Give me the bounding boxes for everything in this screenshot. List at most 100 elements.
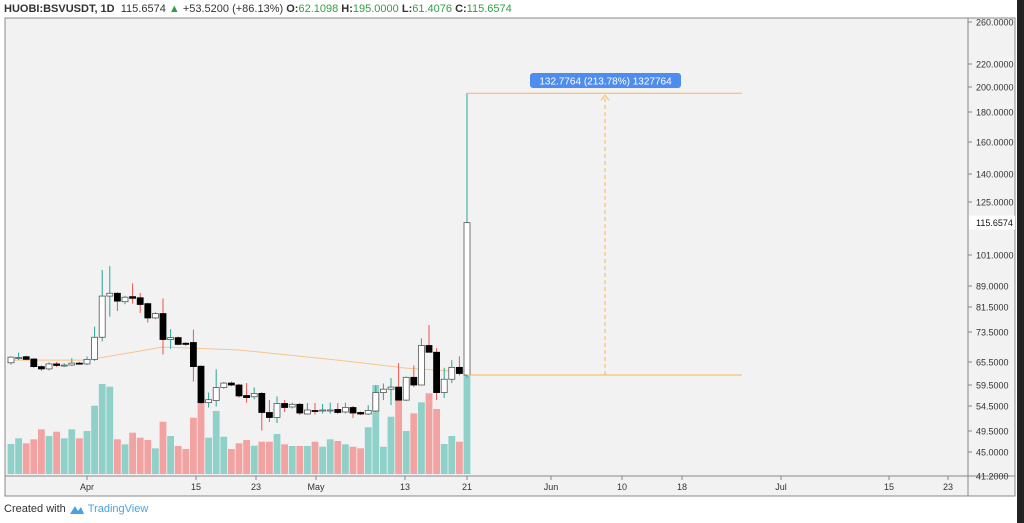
candle-body [379, 388, 387, 393]
y-tick-label: 54.5000 [976, 402, 1009, 412]
x-tick-label: 15 [884, 482, 894, 492]
candle-body [121, 296, 129, 303]
volume-bar [60, 438, 68, 474]
tradingview-logo-icon [69, 506, 84, 514]
candle [311, 403, 319, 415]
volume-bar [357, 448, 364, 474]
volume-bar [326, 439, 334, 474]
volume-bar [334, 441, 342, 474]
volume-bar [174, 446, 182, 474]
candle-body [129, 296, 137, 299]
candle [281, 400, 289, 412]
volume-bar [228, 449, 235, 474]
last-price-box [969, 215, 1015, 230]
volume-bar [205, 437, 212, 474]
candle [425, 325, 433, 353]
x-tick-label: 15 [191, 482, 201, 492]
candle [334, 403, 342, 414]
candle [440, 367, 448, 399]
candle [387, 378, 395, 406]
candle-body [235, 384, 243, 397]
candle-body [448, 366, 456, 380]
x-tick-label: 10 [617, 482, 627, 492]
candle [265, 400, 273, 422]
close-label: C: [455, 3, 467, 15]
candle-body [326, 409, 334, 412]
tradingview-link[interactable]: TradingView [87, 503, 149, 515]
candle [129, 283, 137, 304]
created-with-text: Created with [4, 503, 66, 515]
candle-body [189, 342, 197, 368]
candle [174, 336, 182, 346]
candle [83, 356, 91, 366]
close-value: 115.6574 [466, 3, 512, 15]
y-tick-label: 49.5000 [976, 427, 1009, 437]
volume-bar [311, 441, 319, 474]
candle-body [288, 403, 296, 408]
up-triangle-icon: ▲ [168, 3, 180, 15]
candle-body [319, 409, 327, 412]
candle-body [144, 303, 152, 319]
volume-bar [296, 446, 304, 474]
candle [296, 403, 304, 415]
candle-body [417, 345, 425, 386]
y-tick-label: 59.5000 [976, 381, 1009, 391]
candle-body [296, 403, 304, 414]
volume-bar [152, 448, 159, 474]
volume-bar [258, 441, 266, 474]
volume-bar [129, 432, 136, 474]
volume-bar [243, 440, 250, 474]
candle [76, 362, 83, 365]
candle [341, 402, 349, 414]
candle [357, 411, 365, 415]
volume-bar [190, 417, 197, 474]
volume-bar [433, 409, 440, 474]
candle-body [22, 356, 30, 360]
candle [121, 295, 129, 305]
candle [250, 387, 258, 400]
low-label: L: [401, 3, 413, 15]
candle [68, 358, 76, 366]
candle-body [281, 403, 289, 408]
candle-body [15, 357, 23, 359]
candle-body [38, 366, 45, 370]
candle [159, 298, 167, 355]
volume-bar [372, 385, 380, 474]
volume-bar [91, 405, 98, 474]
candle [167, 329, 175, 349]
candle [197, 365, 205, 404]
volume-bar [395, 395, 402, 474]
candle [288, 402, 296, 409]
candle [349, 406, 357, 418]
y-tick-label: 125.0000 [976, 198, 1014, 208]
measure-arrowhead-icon [600, 94, 610, 101]
x-tick-label: 23 [943, 482, 953, 492]
candle-body [205, 399, 213, 404]
candle-body [265, 412, 273, 418]
open-label: O: [286, 3, 299, 15]
candle [22, 355, 30, 361]
candle-body [197, 365, 205, 404]
candle [151, 312, 159, 320]
volume-bar [448, 436, 456, 474]
candle [326, 402, 334, 414]
volume-bar [288, 446, 296, 474]
candle-body [243, 395, 251, 398]
candle-body [227, 382, 235, 386]
x-tick-label: 13 [400, 482, 410, 492]
volume-bar [387, 416, 395, 474]
candle [243, 383, 251, 403]
candle [273, 396, 281, 423]
x-tick-label: Apr [80, 482, 94, 492]
candle-body [114, 292, 121, 302]
candle [258, 392, 266, 431]
y-tick-label: 160.0000 [976, 138, 1014, 148]
candle-body [440, 378, 448, 393]
y-tick-label: 180.0000 [976, 108, 1014, 118]
y-tick-label: 73.5000 [976, 328, 1009, 338]
candle [15, 352, 23, 361]
candle-body [83, 358, 91, 365]
volume-bar [7, 444, 15, 474]
volume-bar [136, 437, 144, 474]
